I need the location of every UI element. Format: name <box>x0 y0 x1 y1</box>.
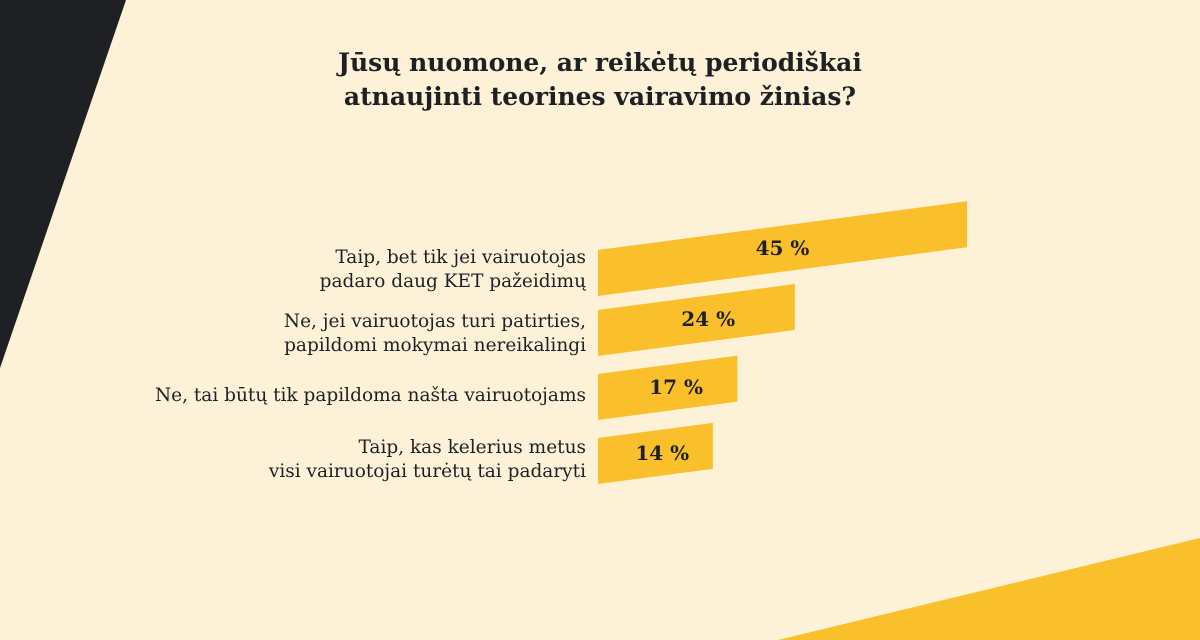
bar-1 <box>598 201 967 296</box>
value-label-1: 45 % <box>755 235 810 260</box>
category-label-2: Ne, jei vairuotojas turi patirties, papil… <box>284 310 586 358</box>
bar-3 <box>598 355 738 420</box>
chart-title: Jūsų nuomone, ar reikėtų periodiškai atn… <box>300 46 900 114</box>
value-label-2: 24 % <box>681 307 736 332</box>
category-label-4: Taip, kas kelerius metus visi vairuotojai… <box>269 436 586 484</box>
category-label-line: papildomi mokymai nereikalingi <box>284 335 586 356</box>
category-label-3: Ne, tai būtų tik papildoma našta vairuot… <box>155 384 586 408</box>
category-label-line: Taip, bet tik jei vairuotojas <box>335 247 586 268</box>
value-label-4: 14 % <box>635 441 690 466</box>
chart-title-line-1: Jūsų nuomone, ar reikėtų periodiškai <box>338 48 862 77</box>
category-label-line: Ne, jei vairuotojas turi patirties, <box>283 311 586 332</box>
value-label-3: 17 % <box>649 375 703 400</box>
category-label-line: Taip, kas kelerius metus <box>358 437 586 458</box>
bar-2 <box>598 284 795 356</box>
chart-title-line-2: atnaujinti teorines vairavimo žinias? <box>343 82 857 111</box>
bar-4 <box>598 422 713 484</box>
dark-corner-shape <box>0 0 126 368</box>
category-label-line: padaro daug KET pažeidimų <box>319 271 586 292</box>
category-label-line: visi vairuotojai turėtų tai padaryti <box>268 461 586 482</box>
category-label-1: Taip, bet tik jei vairuotojas padaro daug… <box>320 246 586 294</box>
category-label-line: Ne, tai būtų tik papildoma našta vairuot… <box>154 385 586 406</box>
yellow-corner-shape <box>778 538 1200 640</box>
